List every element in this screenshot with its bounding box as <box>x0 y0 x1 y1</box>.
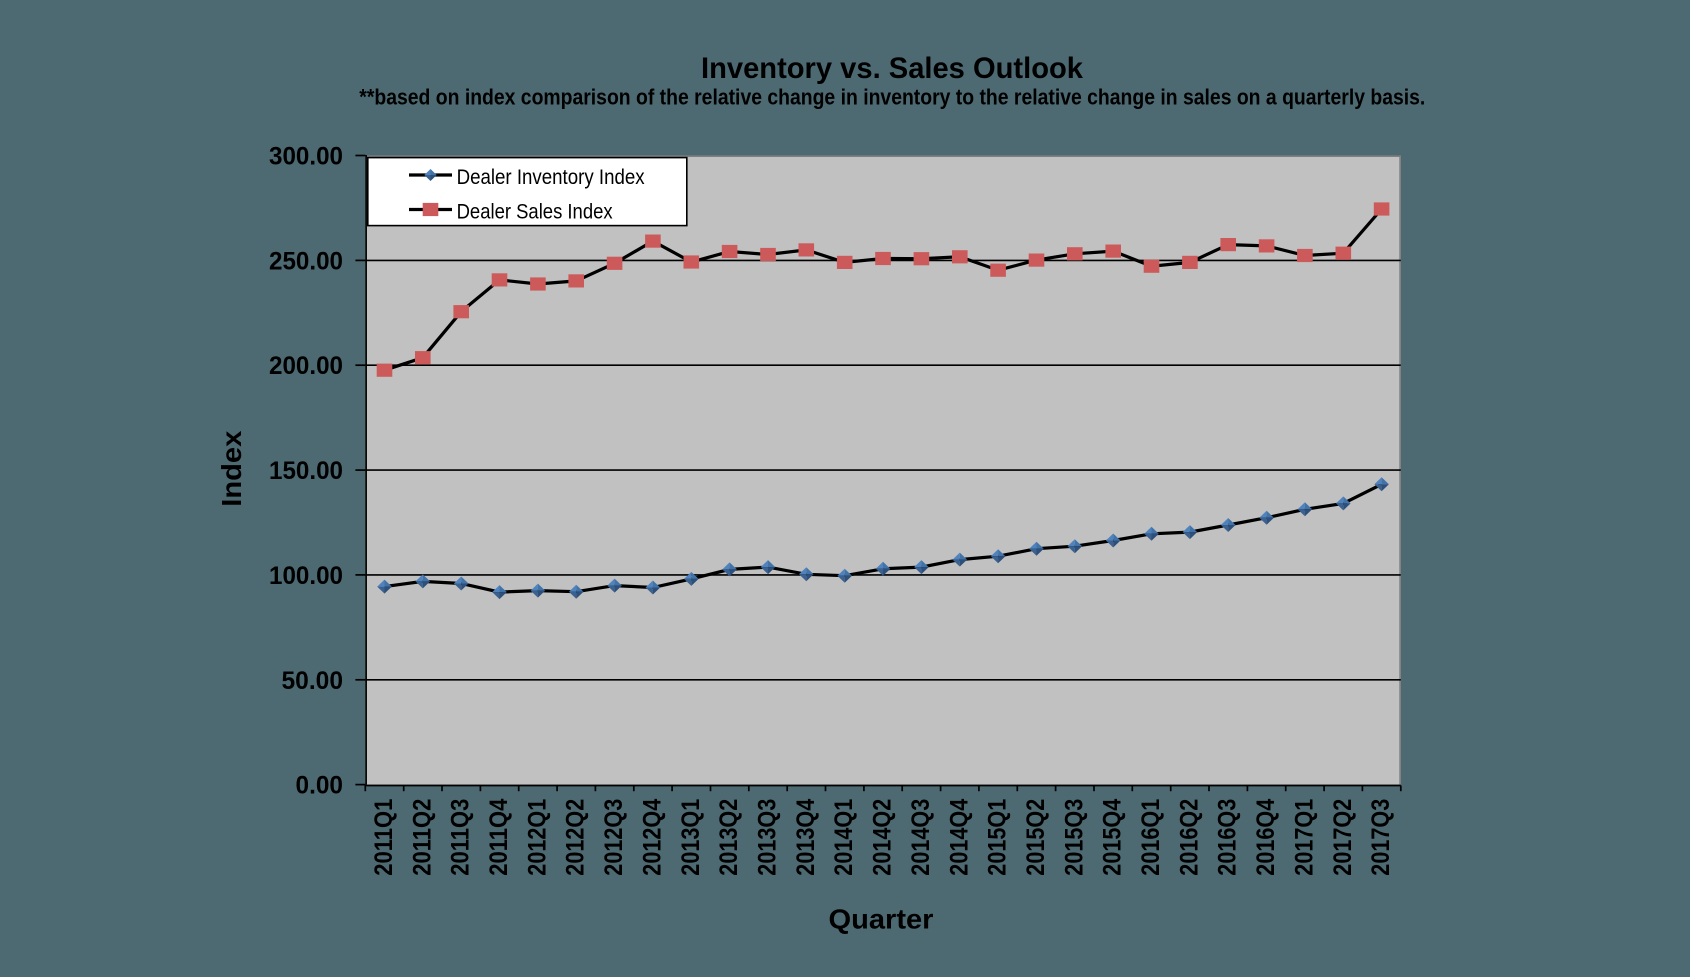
svg-text:2011Q3: 2011Q3 <box>447 799 475 876</box>
svg-text:100.00: 100.00 <box>269 562 343 590</box>
svg-text:2014Q2: 2014Q2 <box>869 799 897 876</box>
svg-text:2016Q2: 2016Q2 <box>1175 799 1203 876</box>
svg-text:**based on index comparison of: **based on index comparison of the relat… <box>359 84 1425 109</box>
svg-text:2012Q3: 2012Q3 <box>600 799 628 876</box>
svg-text:2015Q3: 2015Q3 <box>1060 799 1088 876</box>
svg-text:250.00: 250.00 <box>269 247 343 275</box>
svg-text:2014Q3: 2014Q3 <box>907 799 935 876</box>
svg-text:2015Q1: 2015Q1 <box>984 799 1012 876</box>
svg-text:50.00: 50.00 <box>282 667 344 695</box>
svg-text:2014Q4: 2014Q4 <box>945 799 973 876</box>
svg-text:Index: Index <box>216 430 247 506</box>
svg-text:2013Q1: 2013Q1 <box>677 799 705 876</box>
svg-text:200.00: 200.00 <box>269 352 343 380</box>
svg-text:Dealer Inventory Index: Dealer Inventory Index <box>457 166 645 189</box>
svg-text:2013Q4: 2013Q4 <box>792 799 820 876</box>
svg-text:150.00: 150.00 <box>269 457 343 485</box>
svg-text:2015Q4: 2015Q4 <box>1099 799 1127 876</box>
svg-text:2016Q1: 2016Q1 <box>1137 799 1165 876</box>
svg-text:2016Q4: 2016Q4 <box>1252 799 1280 876</box>
svg-text:300.00: 300.00 <box>269 143 343 171</box>
svg-text:Dealer Sales Index: Dealer Sales Index <box>457 200 613 223</box>
svg-text:2015Q2: 2015Q2 <box>1022 799 1050 876</box>
svg-text:2017Q2: 2017Q2 <box>1329 799 1357 876</box>
svg-text:2011Q4: 2011Q4 <box>485 799 513 876</box>
svg-text:2016Q3: 2016Q3 <box>1214 799 1242 876</box>
svg-text:2011Q1: 2011Q1 <box>370 799 398 876</box>
svg-text:2013Q3: 2013Q3 <box>754 799 782 876</box>
svg-text:2012Q2: 2012Q2 <box>562 799 590 876</box>
svg-text:2012Q4: 2012Q4 <box>638 799 666 876</box>
svg-text:2017Q3: 2017Q3 <box>1367 799 1395 876</box>
svg-text:2014Q1: 2014Q1 <box>830 799 858 876</box>
svg-text:Inventory vs. Sales Outlook: Inventory vs. Sales Outlook <box>701 52 1083 85</box>
svg-text:Quarter: Quarter <box>829 903 934 934</box>
svg-text:2013Q2: 2013Q2 <box>715 799 743 876</box>
svg-text:2011Q2: 2011Q2 <box>408 799 436 876</box>
svg-text:0.00: 0.00 <box>296 772 344 800</box>
svg-text:2012Q1: 2012Q1 <box>523 799 551 876</box>
svg-text:2017Q1: 2017Q1 <box>1290 799 1318 876</box>
